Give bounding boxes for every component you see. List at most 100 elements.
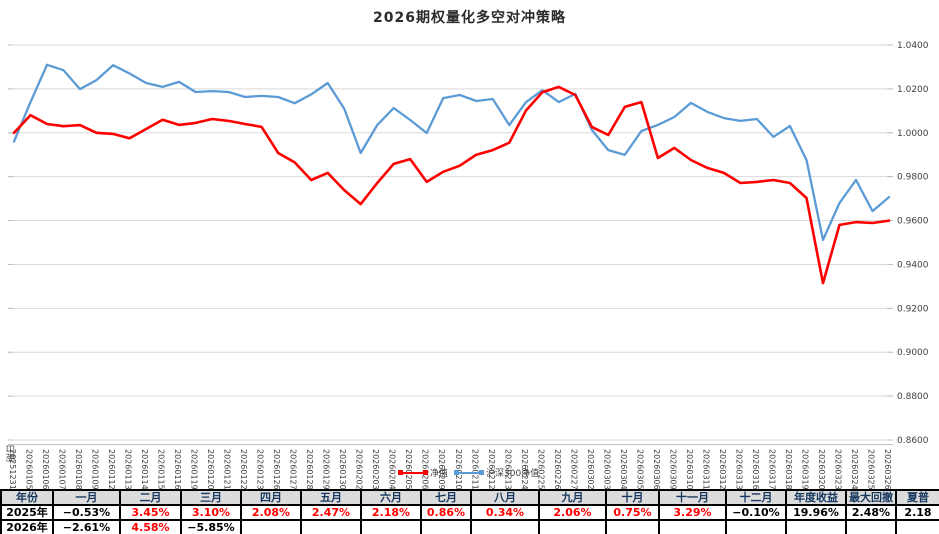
x-axis-date-label: 20260210 bbox=[454, 449, 463, 489]
chart-title: 2026期权量化多空对冲策略 bbox=[373, 10, 566, 26]
table-column-header: 十一月 bbox=[658, 489, 727, 506]
x-axis-date-label: 20260303 bbox=[602, 449, 611, 489]
x-axis-date-label: 20260312 bbox=[718, 449, 727, 489]
return-cell bbox=[360, 519, 422, 534]
table-header-row: 年份 一月 二月 三月 四月 五月 六月 七月 八月 九月 十月 十一月 十二月 年度收益 最大回撤 夏普 bbox=[0, 489, 939, 506]
x-axis-date-label: 20260204 bbox=[388, 449, 397, 489]
x-axis-date-label: 20260227 bbox=[569, 449, 578, 489]
x-axis-date-label: 20260324 bbox=[850, 449, 859, 489]
x-axis-date-label: 20260302 bbox=[586, 449, 595, 489]
x-axis-title: 日期 bbox=[4, 444, 15, 462]
x-axis-date-label: 20260326 bbox=[883, 449, 892, 489]
return-cell bbox=[470, 519, 540, 534]
x-axis-date-label: 20260203 bbox=[371, 449, 380, 489]
x-axis-date-label: 20260128 bbox=[305, 449, 314, 489]
return-cell: 19.96% bbox=[785, 504, 847, 521]
x-axis-date-label: 20260113 bbox=[124, 449, 133, 489]
chart-legend: 净值 沪深300净值 bbox=[398, 466, 540, 479]
y-axis-label: 0.9600 bbox=[897, 217, 929, 227]
return-cell: −0.10% bbox=[725, 504, 787, 521]
legend-item-hs300: 沪深300净值 bbox=[454, 466, 540, 479]
x-axis-date-label: 20260319 bbox=[800, 449, 809, 489]
return-cell bbox=[420, 519, 472, 534]
return-cell: 3.10% bbox=[180, 504, 242, 521]
table-column-header: 五月 bbox=[300, 489, 362, 506]
x-axis-date-label: 20260311 bbox=[701, 449, 710, 489]
y-axis-label: 0.9200 bbox=[897, 304, 929, 314]
return-cell bbox=[845, 519, 897, 534]
return-cell bbox=[240, 519, 302, 534]
x-axis-date-label: 20260109 bbox=[91, 449, 100, 489]
legend-marker bbox=[423, 470, 428, 475]
x-axis-date-label: 20260205 bbox=[404, 449, 413, 489]
table-row: 2025年 −0.53% 3.45% 3.10% 2.08% 2.47% 2.18% 0.86… bbox=[0, 504, 939, 521]
y-axis-label: 0.8600 bbox=[897, 436, 929, 446]
legend-line-sample-blue bbox=[454, 470, 485, 475]
x-axis-date-label: 20260316 bbox=[751, 449, 760, 489]
return-cell: 3.45% bbox=[119, 504, 182, 521]
x-axis-date-label: 20260202 bbox=[355, 449, 364, 489]
table-column-header: 夏普 bbox=[895, 489, 939, 506]
legend-marker bbox=[398, 470, 403, 475]
return-cell: −2.61% bbox=[52, 519, 121, 534]
x-axis-date-label: 20260212 bbox=[487, 449, 496, 489]
return-cell bbox=[658, 519, 727, 534]
x-axis-date-label: 20260226 bbox=[553, 449, 562, 489]
x-axis-date-label: 20260304 bbox=[619, 449, 628, 489]
x-axis-date-label: 20260120 bbox=[206, 449, 215, 489]
table-column-header: 六月 bbox=[360, 489, 422, 506]
legend-line-sample-red bbox=[398, 470, 428, 475]
return-cell bbox=[895, 519, 939, 534]
return-cell: 2.48% bbox=[845, 504, 897, 521]
return-cell: 2.47% bbox=[300, 504, 362, 521]
x-axis-date-label: 20260112 bbox=[107, 449, 116, 489]
return-cell: 0.86% bbox=[420, 504, 472, 521]
x-axis-date-label: 20260106 bbox=[41, 449, 50, 489]
x-axis-date-label: 20260224 bbox=[520, 449, 529, 489]
x-axis-date-label: 20260119 bbox=[190, 449, 199, 489]
x-axis-date-label: 20260325 bbox=[866, 449, 875, 489]
table-column-header: 年度收益 bbox=[785, 489, 847, 506]
x-axis-date-label: 20260129 bbox=[322, 449, 331, 489]
x-axis-date-label: 20260306 bbox=[652, 449, 661, 489]
line-chart: 1.0400 1.0200 1.0000 0.9800 0.9600 0.9400 0.92… bbox=[4, 41, 929, 489]
legend-label-hs300: 沪深300净值 bbox=[486, 469, 540, 479]
table-row: 2026年 −2.61% 4.58% −5.85% bbox=[0, 519, 939, 534]
table-column-header: 九月 bbox=[538, 489, 607, 506]
x-axis-date-label: 20260313 bbox=[734, 449, 743, 489]
y-axis-label: 0.9800 bbox=[897, 173, 929, 183]
y-axis-label: 0.8800 bbox=[897, 392, 929, 402]
table-column-header: 最大回撤 bbox=[845, 489, 897, 506]
year-cell: 2026年 bbox=[0, 519, 54, 534]
return-cell bbox=[785, 519, 847, 534]
series-line-net-value bbox=[12, 85, 891, 285]
y-axis-label: 1.0000 bbox=[897, 129, 929, 139]
x-axis-date-label: 20260225 bbox=[536, 449, 545, 489]
return-cell: 4.58% bbox=[119, 519, 182, 534]
x-axis-date-label: 20260305 bbox=[635, 449, 644, 489]
series-line-hs300 bbox=[12, 63, 891, 242]
return-cell: 2.08% bbox=[240, 504, 302, 521]
table-column-header: 八月 bbox=[470, 489, 540, 506]
x-axis-date-label: 20260323 bbox=[833, 449, 842, 489]
x-axis-date-label: 20260123 bbox=[256, 449, 265, 489]
x-axis-date-label: 20260108 bbox=[74, 449, 83, 489]
monthly-returns-table: 年份 一月 二月 三月 四月 五月 六月 七月 八月 九月 十月 十一月 十二月 年度收益 最大回撤 夏普 2… bbox=[0, 489, 939, 534]
return-cell: 0.75% bbox=[605, 504, 660, 521]
return-cell: −0.53% bbox=[52, 504, 121, 521]
table-column-header: 十月 bbox=[605, 489, 660, 506]
x-axis-date-label: 20260206 bbox=[421, 449, 430, 489]
return-cell bbox=[605, 519, 660, 534]
x-axis-date-label: 20260209 bbox=[437, 449, 446, 489]
x-axis-date-label: 20260126 bbox=[272, 449, 281, 489]
return-cell: −5.85% bbox=[180, 519, 242, 534]
y-axis-label: 1.0200 bbox=[897, 85, 929, 95]
year-cell: 2025年 bbox=[0, 504, 54, 521]
return-cell bbox=[725, 519, 787, 534]
x-axis-date-label: 20260309 bbox=[668, 449, 677, 489]
return-cell: 0.34% bbox=[470, 504, 540, 521]
y-axis-label: 1.0400 bbox=[897, 41, 929, 51]
x-axis-date-label: 20251231 bbox=[8, 449, 17, 489]
return-cell: 2.18 bbox=[895, 504, 939, 521]
